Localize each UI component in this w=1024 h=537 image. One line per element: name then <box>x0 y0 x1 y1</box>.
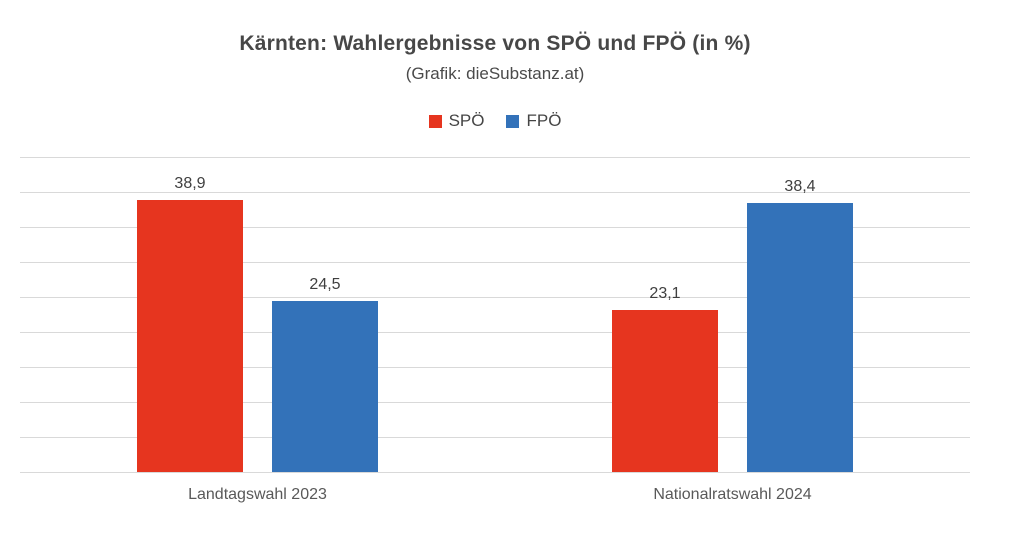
gridline <box>20 262 970 263</box>
gridline <box>20 157 970 158</box>
bar-value-label: 24,5 <box>309 275 341 293</box>
legend-label-fpo: FPÖ <box>526 111 562 130</box>
bar-series0-cat1 <box>612 310 718 472</box>
chart-title: Kärnten: Wahlergebnisse von SPÖ und FPÖ … <box>239 32 751 55</box>
gridline <box>20 402 970 403</box>
legend-swatch-fpo <box>506 114 520 128</box>
bar-series1-cat0 <box>272 300 378 472</box>
legend-swatch-spo <box>428 114 442 128</box>
legend: SPÖ FPÖ <box>20 111 970 131</box>
bar-series0-cat0 <box>137 199 243 472</box>
gridline <box>20 367 970 368</box>
bar-value-label: 38,4 <box>784 178 816 196</box>
gridline <box>20 297 970 298</box>
chart-header: Kärnten: Wahlergebnisse von SPÖ und FPÖ … <box>20 0 970 131</box>
bar-group-cat0: 38,9 24,5 <box>20 157 495 472</box>
category-label: Landtagswahl 2023 <box>188 486 327 503</box>
gridline <box>20 332 970 333</box>
bar-value-label: 23,1 <box>649 285 681 303</box>
gridline <box>20 192 970 193</box>
legend-label-spo: SPÖ <box>448 111 485 130</box>
legend-item-spo: SPÖ <box>428 111 485 131</box>
bar-series1-cat1 <box>747 203 853 472</box>
legend-item-fpo: FPÖ <box>506 111 561 131</box>
plot-area: 38,9 24,5 Landtagswahl 2023 23,1 38,4 Nationa… <box>20 157 970 503</box>
bar-value-label: 38,9 <box>174 174 206 192</box>
gridline <box>20 437 970 438</box>
category-label: Nationalratswahl 2024 <box>653 486 812 503</box>
chart-subtitle: (Grafik: dieSubstanz.at) <box>405 64 585 83</box>
gridline <box>20 227 970 228</box>
gridline <box>20 472 970 473</box>
bar-group-cat1: 23,1 38,4 <box>495 157 970 472</box>
